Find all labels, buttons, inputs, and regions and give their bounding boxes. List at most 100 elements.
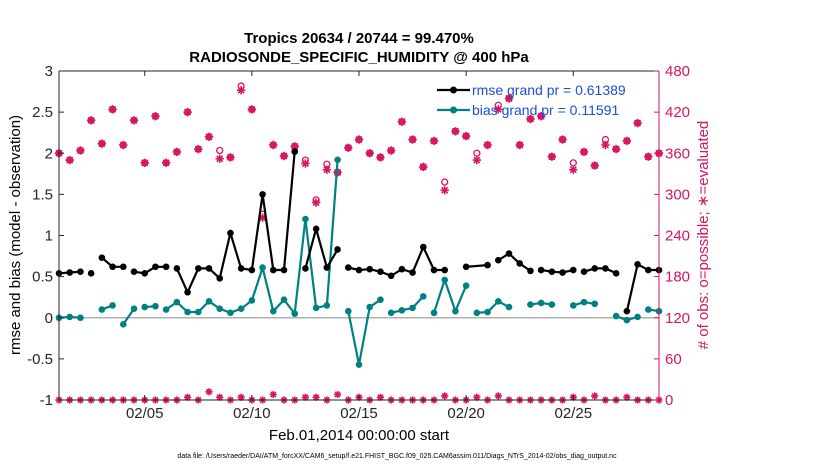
evaluated-count-marker: [97, 139, 107, 148]
bias-point: [569, 302, 577, 309]
evaluated-count-marker-core: [153, 114, 158, 119]
bias-point: [484, 308, 491, 316]
evaluated-count-marker-core: [121, 143, 126, 147]
rmse-line: [583, 267, 617, 275]
rmse-point: [580, 268, 588, 275]
evaluated-count-marker-core: [357, 137, 361, 142]
bias-point: [184, 308, 191, 316]
evaluated-count-marker: [290, 142, 299, 151]
low-count-marker-core: [239, 395, 243, 400]
bias-point: [119, 321, 127, 328]
bias-point: [344, 307, 352, 315]
rmse-point: [302, 265, 309, 272]
evaluated-count-marker-core: [592, 163, 597, 168]
rmse-point: [516, 260, 524, 267]
plot-area: [59, 71, 659, 400]
evaluated-count-marker-core: [314, 200, 318, 205]
evaluated-count-marker: [558, 135, 567, 144]
low-count-marker: [237, 393, 245, 401]
low-count-marker-core: [185, 395, 190, 400]
rmse-point: [602, 265, 609, 272]
rmse-line: [133, 265, 167, 275]
bias-point: [280, 296, 288, 303]
evaluated-count-marker: [472, 155, 482, 165]
x-tick-label: 02/05: [126, 405, 164, 422]
evaluated-count-marker: [161, 158, 171, 168]
bias-point: [452, 307, 459, 315]
legend: rmse grand pr = 0.61389 bias grand pr = 0…: [437, 82, 626, 118]
evaluated-count-marker: [386, 146, 396, 155]
evaluated-count-marker: [504, 94, 514, 103]
evaluated-count-marker: [569, 165, 578, 174]
rmse-point: [237, 265, 245, 272]
bias-point: [398, 307, 406, 314]
bias-point: [548, 301, 556, 308]
evaluated-count-marker: [408, 135, 417, 144]
evaluated-count-marker-core: [207, 135, 211, 139]
evaluated-count-marker-core: [164, 161, 168, 165]
left-y-tick-label: -0.5: [27, 351, 53, 368]
evaluated-count-marker-core: [475, 158, 479, 162]
evaluated-count-marker: [494, 105, 503, 114]
rmse-point: [109, 263, 116, 271]
evaluated-count-marker: [365, 149, 374, 158]
bias-point: [334, 156, 341, 164]
bias-point: [473, 309, 481, 317]
bias-point: [237, 305, 245, 313]
evaluated-count-marker: [483, 140, 492, 150]
rmse-line: [304, 224, 339, 271]
rmse-point: [130, 268, 138, 275]
rmse-point: [194, 265, 202, 272]
evaluated-count-marker-core: [539, 114, 543, 119]
bias-point: [323, 302, 331, 309]
bias-point: [494, 298, 502, 305]
bias-point: [248, 297, 256, 304]
possible-count-marker: [216, 146, 224, 155]
evaluated-count-marker-core: [582, 150, 586, 154]
rmse-point: [591, 265, 599, 272]
rmse-point: [291, 148, 299, 155]
rmse-line: [348, 244, 445, 278]
evaluated-count-marker: [547, 152, 557, 161]
rmse-point: [162, 263, 170, 271]
bias-point: [259, 264, 266, 271]
x-tick-label: 02/20: [447, 405, 485, 422]
left-y-tick-label: -1: [40, 392, 53, 409]
evaluated-count-marker: [611, 144, 621, 154]
low-count-marker-core: [475, 395, 479, 400]
bias-point: [409, 304, 416, 312]
evaluated-count-marker-core: [367, 151, 372, 156]
evaluated-count-marker-core: [464, 134, 468, 138]
x-tick-label: 02/15: [340, 405, 378, 422]
evaluated-count-marker-core: [389, 148, 393, 153]
evaluated-count-marker-core: [228, 155, 233, 160]
evaluated-count-marker: [301, 159, 310, 168]
rmse-point: [494, 256, 502, 264]
evaluated-count-marker-core: [110, 107, 115, 112]
low-count-marker-core: [303, 395, 308, 400]
evaluated-count-marker-core: [421, 165, 426, 169]
low-count-marker: [441, 392, 449, 400]
legend-entry: rmse grand pr = 0.61389: [472, 82, 626, 98]
rmse-line: [497, 252, 532, 272]
evaluated-count-marker-core: [442, 188, 447, 193]
evaluated-count-marker: [644, 152, 653, 161]
bias-line: [347, 298, 382, 365]
rmse-point: [344, 264, 352, 271]
low-count-marker: [269, 390, 277, 399]
bias-point: [355, 361, 363, 368]
bias-point: [634, 313, 641, 321]
rmse-point: [430, 266, 438, 274]
evaluated-count-marker: [536, 112, 546, 121]
bias-point: [173, 298, 181, 306]
evaluated-count-marker-core: [550, 154, 554, 159]
evaluated-count-marker-core: [517, 143, 522, 147]
evaluated-count-marker: [269, 140, 278, 150]
bias-point: [366, 303, 374, 311]
plot-content: [54, 82, 664, 404]
rmse-point: [141, 270, 149, 277]
bias-point: [98, 306, 106, 313]
low-count-marker-core: [271, 392, 276, 397]
evaluated-count-marker-core: [196, 147, 201, 151]
rmse-point: [119, 263, 127, 271]
